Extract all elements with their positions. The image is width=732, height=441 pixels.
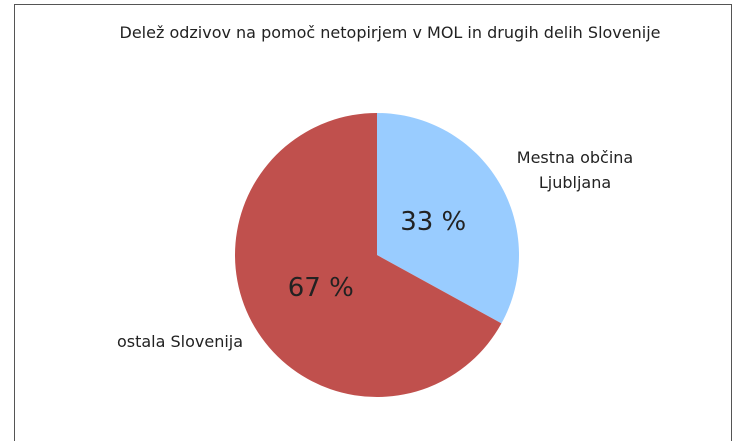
category-label: Mestna občina Ljubljana bbox=[516, 148, 634, 192]
value-label: 33 % bbox=[400, 206, 467, 237]
value-label: 67 % bbox=[287, 273, 354, 304]
category-label: ostala Slovenija bbox=[116, 332, 244, 351]
pie-slice bbox=[377, 113, 519, 324]
chart-title: Delež odzivov na pomoč netopirjem v MOL … bbox=[119, 23, 661, 42]
pie-slice bbox=[234, 113, 502, 397]
